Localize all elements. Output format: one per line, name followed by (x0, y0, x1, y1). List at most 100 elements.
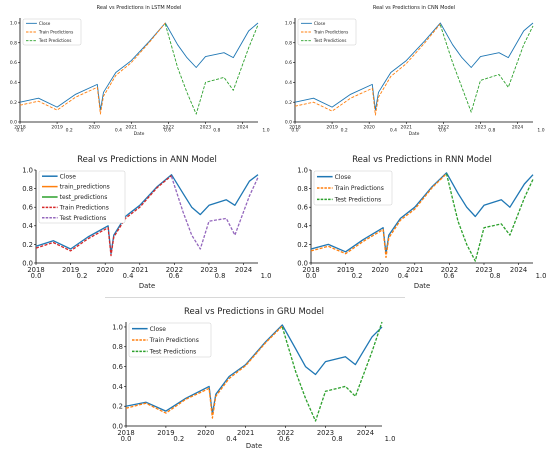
y-tick-label: 0.2 (22, 241, 33, 249)
overlay-x-tick-label: 0.8 (332, 435, 343, 443)
y-tick-label: 0.8 (285, 40, 292, 46)
legend-label: Test Predictions (334, 196, 382, 203)
x-tick-label: 2020 (372, 266, 389, 274)
legend-label: Close (39, 21, 51, 26)
legend (313, 170, 393, 206)
overlay-x-tick-label: 1.0 (537, 128, 544, 134)
x-tick-label: 2021 (131, 266, 148, 274)
y-tick-label: 0.4 (112, 383, 123, 391)
overlay-x-tick-label: 1.0 (536, 272, 547, 280)
overlay-x-tick-label: 0.2 (77, 272, 88, 280)
legend-label: Close (314, 21, 326, 26)
series-line-test-predictions (281, 321, 383, 422)
x-tick-label: 2022 (163, 125, 175, 131)
x-tick-label: 2021 (401, 125, 413, 131)
x-tick-label: 2019 (337, 266, 354, 274)
x-tick-label: 2018 (302, 266, 319, 274)
overlay-x-tick-label: 1.0 (261, 272, 272, 280)
x-tick-label: 2020 (197, 429, 214, 437)
overlay-x-tick-label: 0.6 (439, 128, 446, 134)
x-tick-label: 2018 (289, 125, 301, 131)
chart-title: Real vs Predictions in RNN Model (352, 155, 492, 165)
legend (22, 18, 82, 46)
legend-label: Test Predictions (38, 38, 72, 43)
overlay-x-tick-label: 0.4 (115, 128, 122, 134)
y-tick-label: 1.0 (112, 323, 123, 331)
x-tick-label: 2022 (438, 125, 450, 131)
x-axis-label: Date (409, 131, 420, 137)
x-tick-label: 2022 (166, 266, 183, 274)
x-tick-label: 2019 (326, 125, 338, 131)
y-tick-label: 0.6 (10, 60, 17, 66)
x-tick-label: 2020 (363, 125, 375, 131)
chart-title: Real vs Predictions in ANN Model (77, 155, 217, 165)
overlay-x-tick-label: 1.0 (262, 128, 269, 134)
series-line-test-predictions (164, 23, 259, 115)
x-tick-label: 2024 (512, 125, 524, 131)
legend-label: Close (60, 173, 77, 180)
x-tick-label: 2019 (157, 429, 174, 437)
x-tick-label: 2018 (27, 266, 44, 274)
chart-title: Real vs Predictions in CNN Model (373, 5, 455, 11)
y-tick-label: 0.4 (285, 80, 292, 86)
cnn-chart: Real vs Predictions in CNN Model 0.0 0.2 0.… (285, 5, 545, 137)
x-tick-label: 2023 (317, 429, 334, 437)
divider (105, 297, 405, 298)
series-line-test-predictions (170, 176, 259, 250)
legend-label: train_predictions (60, 184, 110, 191)
gru-chart: Real vs Predictions in GRU Model 0.0 0.2 0.… (112, 307, 396, 450)
y-tick-label: 0.2 (10, 100, 17, 106)
x-tick-label: 2024 (237, 125, 249, 131)
y-tick-label: 0.4 (10, 80, 17, 86)
legend (38, 170, 126, 224)
y-tick-label: 0.0 (10, 120, 17, 126)
lstm-chart: Real vs Predictions in LSTM Model 0.0 0.2 0… (10, 5, 270, 137)
overlay-x-tick-label: 0.6 (444, 272, 455, 280)
y-tick-label: 1.0 (22, 166, 33, 174)
legend-label: Train Predictions (149, 337, 199, 344)
y-tick-label: 0.6 (297, 204, 308, 212)
overlay-x-tick-label: 0.8 (488, 128, 495, 134)
x-axis-label: Date (246, 442, 262, 450)
y-tick-label: 0.6 (112, 363, 123, 371)
overlay-x-tick-label: 0.6 (164, 128, 171, 134)
series-line-test-predictions (445, 173, 534, 262)
overlay-x-tick-label: 0.6 (279, 435, 290, 443)
x-tick-label: 2020 (97, 266, 114, 274)
x-tick-label: 2023 (475, 266, 492, 274)
legend-label: Close (150, 326, 167, 333)
x-axis-label: Date (139, 282, 155, 290)
overlay-x-tick-label: 0.8 (213, 128, 220, 134)
legend-label: Train Predictions (38, 29, 73, 34)
y-tick-label: 0.2 (112, 403, 123, 411)
x-tick-label: 2020 (88, 125, 100, 131)
x-axis-label: Date (134, 131, 145, 137)
x-tick-label: 2018 (117, 429, 134, 437)
overlay-x-tick-label: 0.0 (31, 272, 42, 280)
y-tick-label: 0.2 (297, 241, 308, 249)
overlay-x-tick-label: 0.8 (215, 272, 226, 280)
x-tick-label: 2023 (475, 125, 487, 131)
legend-label: Test Predictions (59, 215, 107, 222)
overlay-x-tick-label: 0.4 (390, 128, 397, 134)
chart-title: Real vs Predictions in GRU Model (184, 307, 324, 317)
legend-label: Train Predictions (334, 185, 384, 192)
y-tick-label: 0.8 (297, 185, 308, 193)
y-tick-label: 0.4 (297, 222, 308, 230)
y-tick-label: 0.8 (10, 40, 17, 46)
x-axis-label: Date (414, 282, 430, 290)
y-tick-label: 0.8 (112, 343, 123, 351)
x-tick-label: 2024 (510, 266, 527, 274)
chart-title: Real vs Predictions in LSTM Model (97, 5, 182, 11)
overlay-x-tick-label: 0.2 (173, 435, 184, 443)
overlay-x-tick-label: 1.0 (385, 435, 396, 443)
overlay-x-tick-label: 0.2 (341, 128, 348, 134)
y-tick-label: 0.0 (285, 120, 292, 126)
x-tick-label: 2021 (237, 429, 254, 437)
y-tick-label: 1.0 (285, 21, 292, 27)
overlay-x-tick-label: 0.2 (66, 128, 73, 134)
legend (128, 322, 212, 358)
x-tick-label: 2018 (14, 125, 26, 131)
y-tick-label: 0.6 (22, 204, 33, 212)
